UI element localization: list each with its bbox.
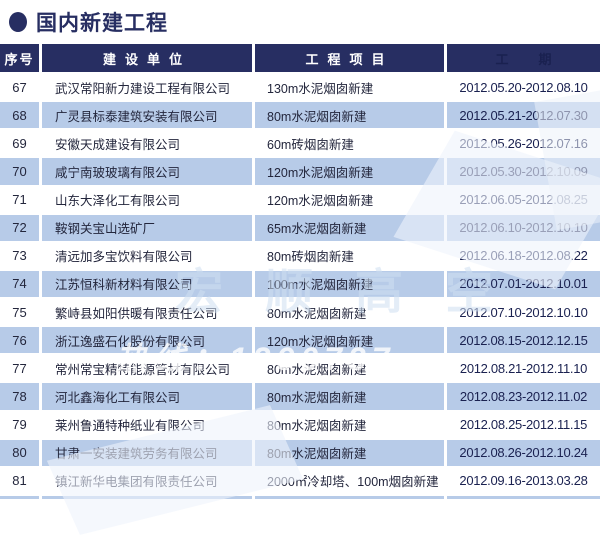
project-cell: 80m水泥烟囱新建	[252, 355, 444, 382]
row-number-cell: 73	[12, 248, 27, 264]
company-cell: 清远加多宝饮料有限公司	[39, 242, 252, 269]
company-cell: 广灵县标泰建筑安装有限公司	[39, 102, 252, 129]
company-cell: 江苏恒科新材料有限公司	[39, 270, 252, 297]
period-cell: 2012.08.26-2012.10.24	[444, 439, 600, 466]
row-number-cell: 78	[12, 388, 27, 404]
page-header: 国内新建工程	[0, 0, 600, 44]
row-number-cell: 67	[12, 79, 27, 95]
projects-table: 序号 建设单位 工程项目 工期 67 武汉常阳新力建设工程有限公司 130m水泥烟囱…	[0, 44, 600, 499]
row-number-cell: 74	[12, 276, 27, 292]
row-number-cell: 72	[12, 220, 27, 236]
project-cell: 65m水泥烟囱新建	[252, 214, 444, 241]
row-number-cell: 79	[12, 417, 27, 433]
row-number-cell: 80	[12, 445, 27, 461]
period-cell: 2012.08.25-2012.11.15	[444, 411, 600, 438]
row-number-cell: 77	[12, 360, 27, 376]
project-cell: 60m砖烟囱新建	[252, 130, 444, 157]
company-cell: 山东大泽化工有限公司	[39, 186, 252, 213]
row-number-cell: 70	[12, 163, 27, 179]
project-cell: 80m水泥烟囱新建	[252, 439, 444, 466]
table-row: 67 武汉常阳新力建设工程有限公司 130m水泥烟囱新建 2012.05.20-201…	[0, 74, 600, 103]
period-cell: 2012.06.18-2012.08.22	[444, 242, 600, 269]
project-cell: 80m水泥烟囱新建	[252, 299, 444, 326]
row-number-cell: 81	[12, 473, 27, 489]
circle-bullet-icon	[9, 12, 27, 32]
table-row: 81 镇江新华电集团有限责任公司 2000㎡冷却塔、100m烟囱新建 2012.09.…	[0, 467, 600, 496]
table-row: 79 莱州鲁通特种纸业有限公司 80m水泥烟囱新建 2012.08.25-2012.1…	[0, 411, 600, 440]
project-cell: 120m水泥烟囱新建	[252, 158, 444, 185]
row-number-cell: 68	[12, 107, 27, 123]
table-row: 78 河北鑫海化工有限公司 80m水泥烟囱新建 2012.08.23-2012.11.…	[0, 383, 600, 412]
company-cell: 安徽天成建设有限公司	[39, 130, 252, 157]
period-cell: 2012.05.20-2012.08.10	[444, 74, 600, 101]
table-row: 73 清远加多宝饮料有限公司 80m砖烟囱新建 2012.06.18-2012.08.…	[0, 242, 600, 271]
project-cell: 100m水泥烟囱新建	[252, 270, 444, 297]
table-row: 76 浙江逸盛石化股份有限公司 120m水泥烟囱新建 2012.08.15-2012.…	[0, 327, 600, 356]
company-cell: 繁峙县如阳供暖有限责任公司	[39, 299, 252, 326]
company-cell: 镇江新华电集团有限责任公司	[39, 467, 252, 494]
project-cell: 130m水泥烟囱新建	[252, 74, 444, 101]
project-cell: 120m水泥烟囱新建	[252, 186, 444, 213]
header-period: 工期	[444, 44, 600, 72]
period-cell: 2012.05.30-2012.10.09	[444, 158, 600, 185]
company-cell: 鞍钢关宝山选矿厂	[39, 214, 252, 241]
project-cell: 80m水泥烟囱新建	[252, 411, 444, 438]
period-cell: 2012.07.10-2012.10.10	[444, 299, 600, 326]
table-row: 69 安徽天成建设有限公司 60m砖烟囱新建 2012.05.26-2012.07.1…	[0, 130, 600, 159]
period-cell: 2012.06.05-2012.08.25	[444, 186, 600, 213]
table-row: 68 广灵县标泰建筑安装有限公司 80m水泥烟囱新建 2012.05.21-2012.…	[0, 102, 600, 131]
period-cell: 2012.05.21-2012.07.30	[444, 102, 600, 129]
project-cell: 120m水泥烟囱新建	[252, 327, 444, 354]
row-number-cell: 76	[12, 332, 27, 348]
table-row: 74 江苏恒科新材料有限公司 100m水泥烟囱新建 2012.07.01-2012.1…	[0, 270, 600, 299]
row-number-cell: 75	[12, 304, 27, 320]
company-cell: 咸宁南玻玻璃有限公司	[39, 158, 252, 185]
company-cell: 河北鑫海化工有限公司	[39, 383, 252, 410]
header-project: 工程项目	[252, 44, 444, 72]
table-row: 77 常州常宝精特能源管材有限公司 80m水泥烟囱新建 2012.08.21-2012…	[0, 355, 600, 384]
period-cell: 2012.05.26-2012.07.16	[444, 130, 600, 157]
table-row: 71 山东大泽化工有限公司 120m水泥烟囱新建 2012.06.05-2012.08…	[0, 186, 600, 215]
table-row: 70 咸宁南玻玻璃有限公司 120m水泥烟囱新建 2012.05.30-2012.10…	[0, 158, 600, 187]
project-cell: 2000㎡冷却塔、100m烟囱新建	[252, 467, 444, 494]
period-cell: 2012.06.10-2012.10.10	[444, 214, 600, 241]
table-row-partial	[0, 495, 600, 499]
table-header-row: 序号 建设单位 工程项目 工期	[0, 44, 600, 72]
project-cell: 80m水泥烟囱新建	[252, 102, 444, 129]
page-title: 国内新建工程	[36, 12, 168, 35]
company-cell: 武汉常阳新力建设工程有限公司	[39, 74, 252, 101]
company-cell: 甘肃一安装建筑劳务有限公司	[39, 439, 252, 466]
company-cell: 浙江逸盛石化股份有限公司	[39, 327, 252, 354]
header-no: 序号	[4, 51, 35, 67]
project-cell: 80m水泥烟囱新建	[252, 383, 444, 410]
table-row: 80 甘肃一安装建筑劳务有限公司 80m水泥烟囱新建 2012.08.26-2012.…	[0, 439, 600, 468]
row-number-cell: 71	[12, 192, 27, 208]
period-cell: 2012.07.01-2012.10.01	[444, 270, 600, 297]
company-cell: 莱州鲁通特种纸业有限公司	[39, 411, 252, 438]
table-row: 75 繁峙县如阳供暖有限责任公司 80m水泥烟囱新建 2012.07.10-2012.…	[0, 299, 600, 328]
header-company: 建设单位	[39, 44, 252, 72]
table-body: 67 武汉常阳新力建设工程有限公司 130m水泥烟囱新建 2012.05.20-201…	[0, 74, 600, 496]
project-cell: 80m砖烟囱新建	[252, 242, 444, 269]
period-cell: 2012.09.16-2013.03.28	[444, 467, 600, 494]
period-cell: 2012.08.15-2012.12.15	[444, 327, 600, 354]
period-cell: 2012.08.21-2012.11.10	[444, 355, 600, 382]
table-row: 72 鞍钢关宝山选矿厂 65m水泥烟囱新建 2012.06.10-2012.10.10	[0, 214, 600, 243]
row-number-cell: 69	[12, 135, 27, 151]
company-cell: 常州常宝精特能源管材有限公司	[39, 355, 252, 382]
period-cell: 2012.08.23-2012.11.02	[444, 383, 600, 410]
